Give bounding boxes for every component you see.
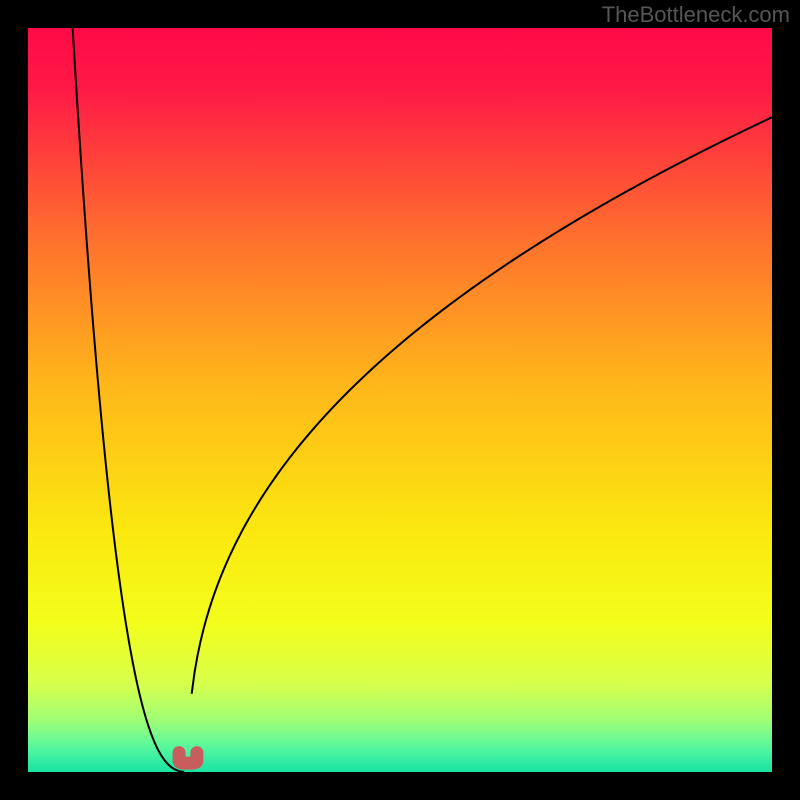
bottleneck-chart: [0, 0, 800, 800]
watermark-label: TheBottleneck.com: [602, 2, 790, 28]
chart-container: TheBottleneck.com: [0, 0, 800, 800]
plot-background: [28, 28, 772, 772]
